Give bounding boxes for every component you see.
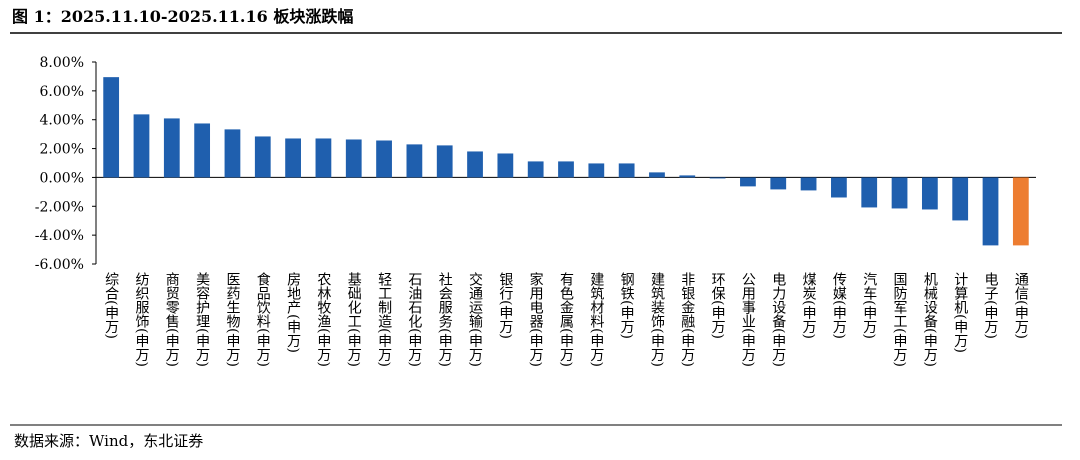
- x-tick-label: 房地产(申万): [285, 272, 301, 353]
- x-tick-label: 煤炭(申万): [801, 272, 817, 339]
- bar: [345, 139, 362, 178]
- x-tick-label: 美容护理(申万): [194, 272, 210, 367]
- bar: [406, 144, 423, 178]
- bar: [133, 114, 150, 178]
- y-tick-label: -6.00%: [35, 257, 84, 273]
- bar: [740, 177, 756, 187]
- x-tick-label: 国防军工(申万): [892, 272, 908, 367]
- x-tick-label: 环保(申万): [710, 272, 726, 339]
- bar: [982, 177, 999, 246]
- x-tick-label: 通信(申万): [1013, 272, 1029, 339]
- bar: [588, 163, 605, 178]
- y-tick-label: -2.00%: [35, 199, 84, 215]
- chart-title: 图 1：2025.11.10-2025.11.16 板块涨跌幅: [12, 7, 353, 26]
- x-tick-label: 农林牧渔(申万): [315, 272, 331, 367]
- x-tick-label: 家用电器(申万): [528, 271, 544, 367]
- bar: [952, 177, 969, 221]
- x-tick-label: 钢铁(申万): [619, 272, 635, 339]
- x-tick-label: 石油石化(申万): [406, 272, 422, 367]
- y-tick-label: 0.00%: [40, 170, 84, 186]
- bar: [921, 177, 938, 210]
- bar: [709, 177, 726, 179]
- bar: [558, 161, 574, 178]
- x-tick-label: 机械设备(申万): [922, 272, 938, 367]
- x-tick-label: 传媒(申万): [831, 272, 847, 339]
- y-tick-label: -4.00%: [35, 228, 84, 244]
- x-tick-label: 公用事业(申万): [740, 272, 756, 367]
- x-tick-label: 汽车(申万): [861, 272, 877, 339]
- x-tick-label: 交通运输(申万): [467, 271, 483, 367]
- bar: [315, 138, 332, 178]
- x-tick-label: 银行(申万): [497, 272, 513, 339]
- bar: [618, 163, 635, 178]
- bar: [861, 177, 878, 208]
- bar: [194, 123, 211, 178]
- bar: [497, 153, 514, 178]
- bar: [103, 77, 120, 178]
- x-tick-label: 建筑材料(申万): [588, 272, 604, 367]
- bar: [285, 138, 301, 178]
- bar: [163, 118, 180, 178]
- x-tick-label: 非银金融(申万): [679, 272, 695, 367]
- x-tick-label: 食品饮料(申万): [255, 271, 271, 367]
- bar: [800, 177, 817, 191]
- bar: [770, 177, 787, 190]
- bar: [679, 175, 696, 178]
- bar: [891, 177, 908, 209]
- bar: [436, 145, 453, 178]
- source-note: 数据来源：Wind，东北证券: [14, 432, 203, 450]
- x-tick-label: 有色金属(申万): [558, 272, 574, 367]
- bar: [376, 140, 392, 178]
- bar: [831, 177, 847, 198]
- y-tick-label: 4.00%: [40, 113, 84, 129]
- x-tick-label: 建筑装饰(申万): [649, 272, 665, 367]
- x-tick-label: 电力设备(申万): [770, 272, 786, 367]
- bar: [224, 129, 241, 178]
- bar: [254, 136, 271, 178]
- y-tick-label: 8.00%: [40, 55, 84, 71]
- bar: [1012, 177, 1029, 246]
- x-tick-label: 计算机(申万): [952, 272, 968, 353]
- x-tick-label: 电子(申万): [983, 272, 999, 339]
- x-tick-label: 基础化工(申万): [346, 271, 362, 367]
- x-tick-label: 综合(申万): [103, 272, 119, 339]
- y-tick-label: 6.00%: [40, 84, 84, 100]
- x-tick-label: 轻工制造(申万): [376, 272, 392, 367]
- bar: [527, 161, 544, 178]
- x-tick-label: 商贸零售(申万): [164, 272, 180, 367]
- bar: [467, 151, 483, 178]
- x-tick-label: 社会服务(申万): [437, 272, 453, 367]
- bar: [649, 172, 665, 178]
- x-tick-label: 医药生物(申万): [224, 272, 240, 367]
- y-tick-label: 2.00%: [40, 142, 84, 158]
- x-tick-label: 纺织服饰(申万): [133, 272, 149, 367]
